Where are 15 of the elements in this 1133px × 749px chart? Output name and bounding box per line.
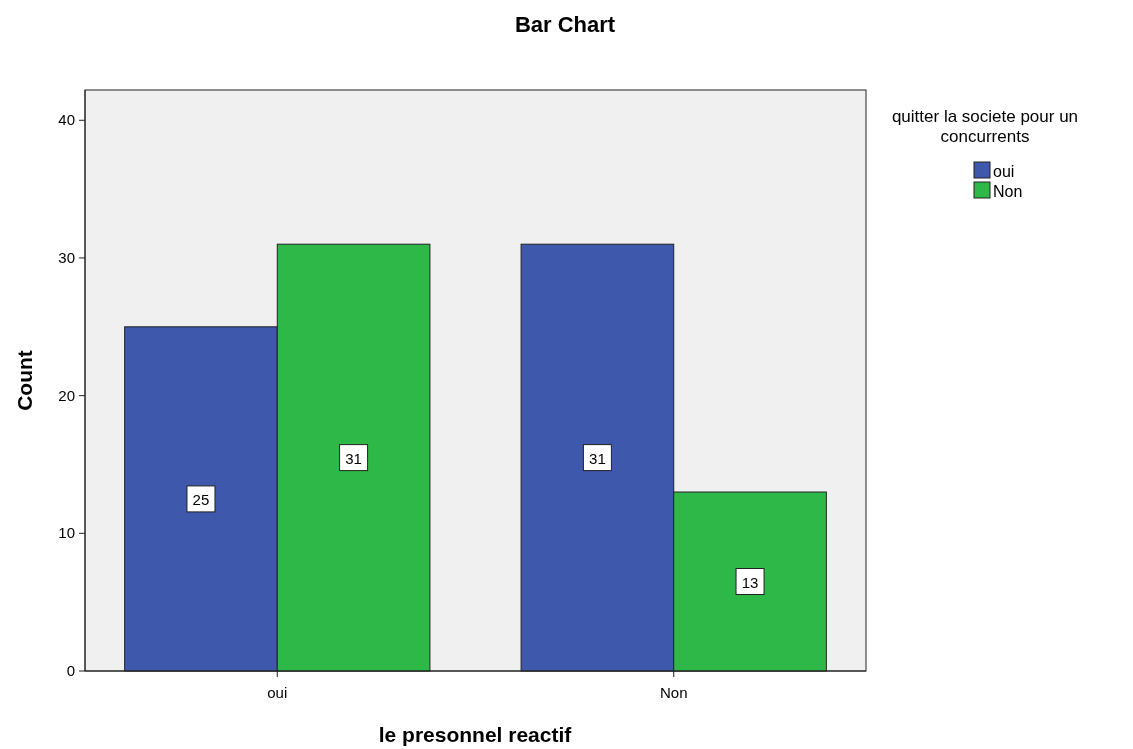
legend-title: quitter la societe pour un concurrents bbox=[891, 107, 1079, 146]
data-label: 31 bbox=[345, 449, 362, 467]
legend-label: oui bbox=[993, 163, 1015, 180]
chart-title: Bar Chart bbox=[514, 12, 616, 37]
y-tick-label: 0 bbox=[66, 662, 75, 679]
data-label: 25 bbox=[192, 490, 210, 508]
y-tick-label: 40 bbox=[58, 111, 75, 129]
data-label: 31 bbox=[589, 449, 606, 467]
y-axis-title: Count bbox=[13, 350, 36, 411]
x-axis-title: le presonnel reactif bbox=[378, 723, 573, 746]
data-label: 13 bbox=[741, 573, 759, 591]
y-tick-label: 30 bbox=[58, 248, 75, 266]
y-tick-label: 10 bbox=[58, 524, 75, 542]
legend-label: Non bbox=[993, 183, 1023, 200]
y-tick-label: 20 bbox=[58, 386, 75, 404]
